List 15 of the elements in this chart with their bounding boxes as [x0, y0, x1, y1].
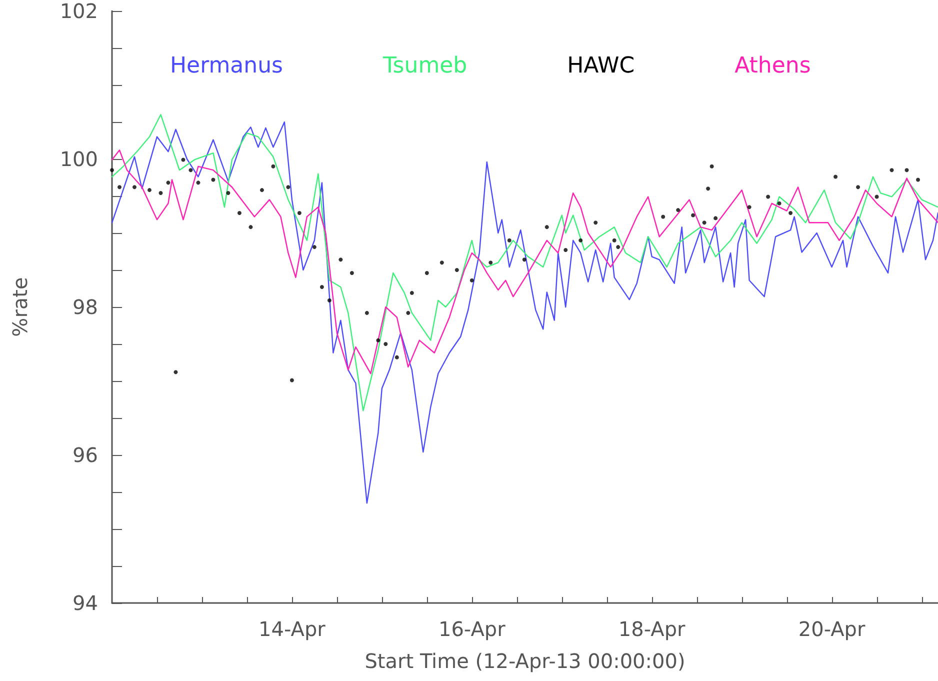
- series-label: Hermanus: [170, 54, 283, 78]
- y-tick-label: 98: [72, 295, 98, 319]
- text: HAWC: [567, 54, 635, 78]
- y-axis-title: %rate: [8, 277, 32, 337]
- x-tick-label: 20-Apr: [798, 617, 866, 641]
- y-tick-label: 100: [60, 147, 98, 171]
- y-tick-label: 102: [60, 0, 98, 23]
- x-tick-label: 14-Apr: [258, 617, 326, 641]
- x-tick-label: 16-Apr: [438, 617, 506, 641]
- y-tick-label: 96: [72, 443, 98, 467]
- x-tick-label: 18-Apr: [618, 617, 686, 641]
- text: Athens: [734, 54, 811, 78]
- text: Tsumeb: [382, 54, 468, 78]
- x-axis-title: Start Time (12-Apr-13 00:00:00): [364, 649, 686, 673]
- y-tick-label: 94: [72, 591, 98, 615]
